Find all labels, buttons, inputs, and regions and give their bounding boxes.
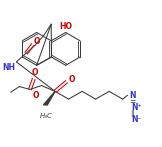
Polygon shape <box>43 91 55 105</box>
Text: NH: NH <box>2 63 15 72</box>
Text: =: = <box>129 97 136 106</box>
Text: N⁻: N⁻ <box>131 115 142 124</box>
Text: O: O <box>69 75 75 84</box>
Text: HO: HO <box>59 22 72 31</box>
Text: N: N <box>129 91 136 100</box>
Text: O: O <box>34 37 40 46</box>
Text: H₃C: H₃C <box>40 113 53 119</box>
Text: N⁺: N⁺ <box>131 103 142 112</box>
Text: ‖: ‖ <box>131 110 134 117</box>
Text: O: O <box>33 91 40 100</box>
Text: O: O <box>32 68 38 77</box>
